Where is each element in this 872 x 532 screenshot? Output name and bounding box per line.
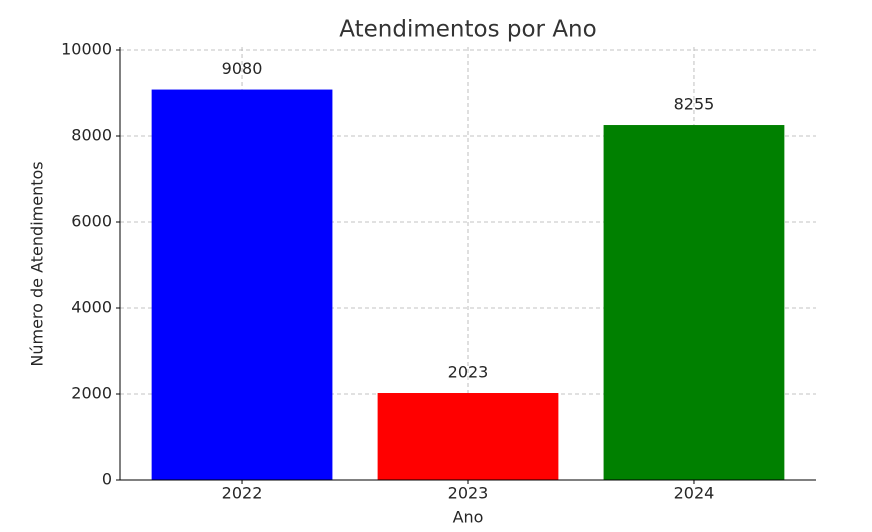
bar [377, 393, 559, 480]
chart-title: Atendimentos por Ano [339, 17, 596, 43]
y-tick-label: 0 [102, 470, 112, 489]
x-tick-label: 2024 [674, 484, 715, 503]
y-tick-label: 8000 [71, 126, 112, 145]
y-tick-label: 4000 [71, 298, 112, 317]
bar [151, 89, 333, 480]
bar [603, 125, 785, 480]
y-tick-label: 2000 [71, 384, 112, 403]
data-label: 2023 [448, 363, 489, 382]
y-tick-label: 10000 [61, 40, 112, 59]
x-axis-label: Ano [453, 508, 484, 527]
y-tick-label: 6000 [71, 212, 112, 231]
y-axis-label: Número de Atendimentos [28, 161, 47, 366]
x-tick-label: 2022 [222, 484, 263, 503]
data-label: 9080 [222, 59, 263, 78]
x-tick-label: 2023 [448, 484, 489, 503]
data-label: 8255 [674, 95, 715, 114]
